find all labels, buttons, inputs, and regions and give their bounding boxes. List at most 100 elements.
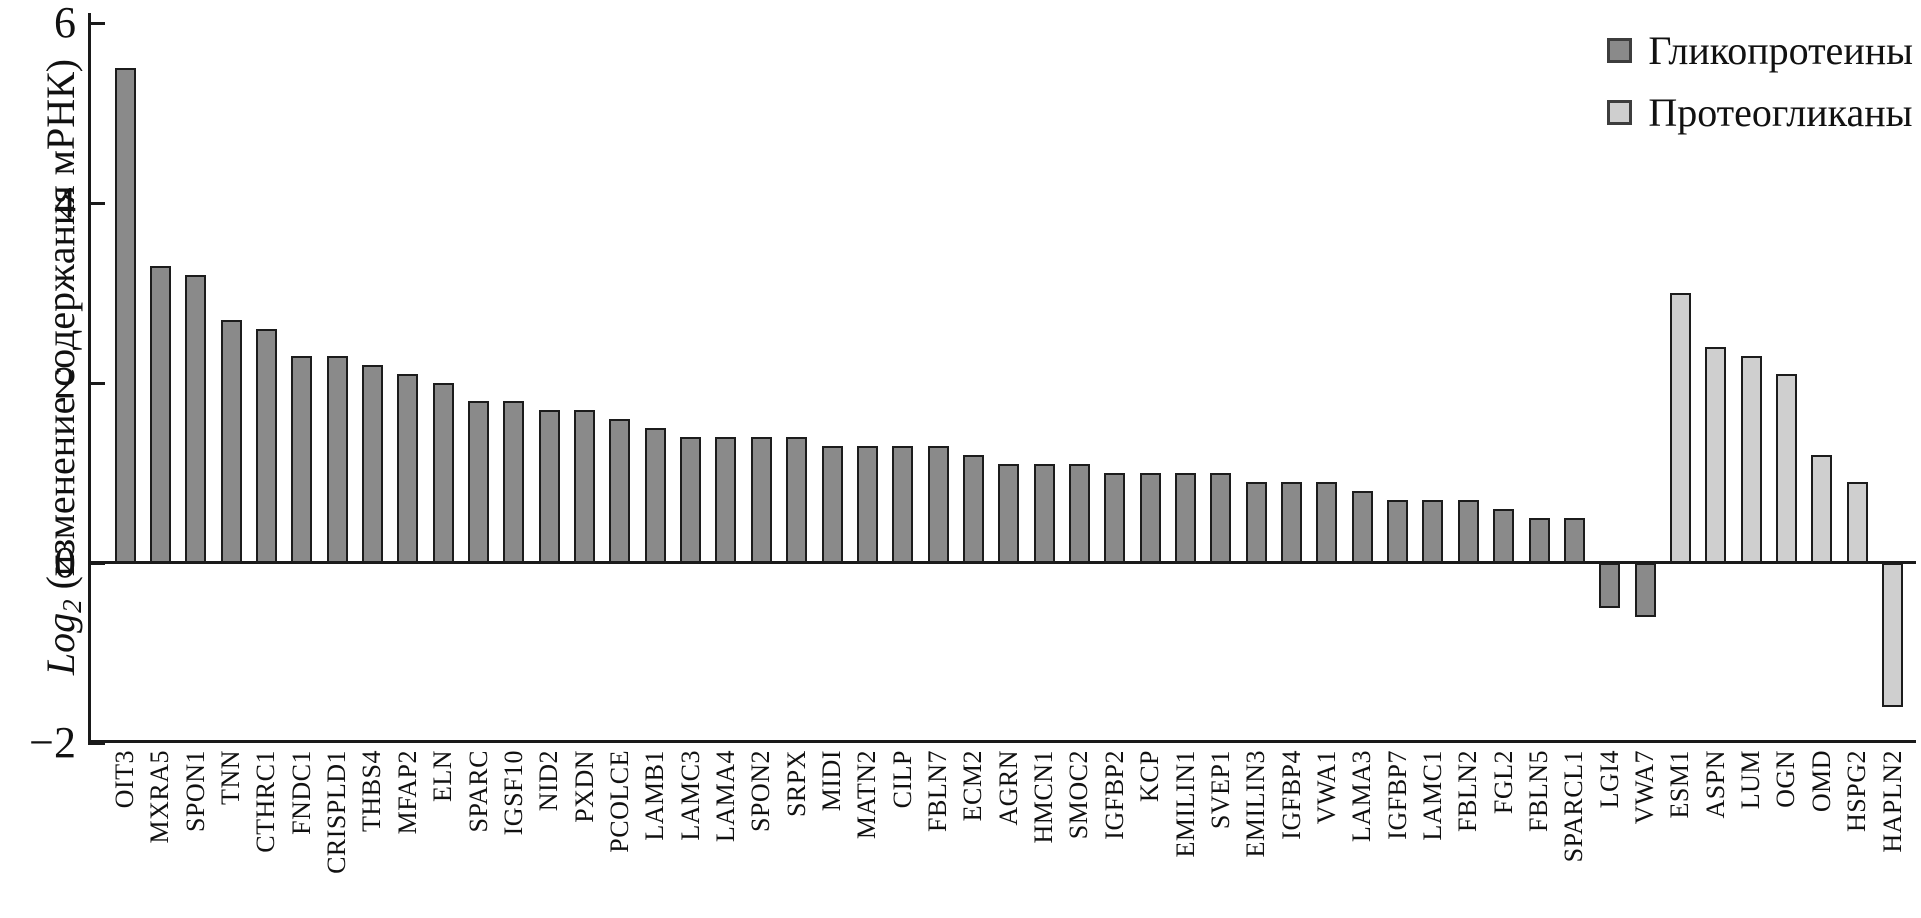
bar-SPON1 — [185, 275, 207, 563]
bar-KCP — [1139, 473, 1161, 563]
x-label-HAPLN2: HAPLN2 — [1877, 750, 1907, 853]
x-label-ESM1: ESM1 — [1665, 750, 1695, 819]
x-label-SPARCL1: SPARCL1 — [1559, 750, 1589, 863]
bar-AGRN — [998, 464, 1020, 563]
bar-LGI4 — [1599, 563, 1621, 608]
x-label-LAMA3: LAMA3 — [1347, 750, 1377, 843]
bar-LAMA4 — [715, 437, 737, 563]
bar-EMILIN3 — [1245, 482, 1267, 563]
x-label-LAMC1: LAMC1 — [1417, 750, 1447, 841]
x-label-IGFBP7: IGFBP7 — [1382, 750, 1412, 840]
bar-IGFBP7 — [1387, 500, 1409, 563]
bar-HSPG2 — [1846, 482, 1868, 563]
x-label-CILP: CILP — [887, 750, 917, 809]
y-tick-6 — [91, 22, 105, 25]
x-label-SVEP1: SVEP1 — [1205, 750, 1235, 830]
bar-EMILIN1 — [1175, 473, 1196, 563]
bar-LAMC1 — [1422, 500, 1444, 563]
x-label-EMILIN3: EMILIN3 — [1241, 750, 1271, 858]
bar-SPARCL1 — [1563, 518, 1585, 563]
y-tick-2 — [91, 382, 105, 385]
y-tick-label--2: −2 — [29, 718, 76, 767]
bar-TNN — [220, 320, 242, 563]
x-label-MFAP2: MFAP2 — [392, 750, 422, 835]
x-label-FNDC1: FNDC1 — [286, 750, 316, 835]
bar-LAMA3 — [1351, 491, 1373, 563]
y-axis-line — [88, 13, 91, 745]
bar-IGFBP2 — [1104, 473, 1126, 563]
x-axis-bottom-line — [88, 740, 1916, 743]
x-label-OMD: OMD — [1806, 750, 1836, 813]
y-tick-label-0: 0 — [54, 538, 76, 587]
x-label-ECM2: ECM2 — [958, 750, 988, 822]
x-label-FBLN5: FBLN5 — [1524, 750, 1553, 832]
bar-FGL2 — [1493, 509, 1515, 563]
y-tick--2 — [91, 742, 105, 745]
x-label-FGL2: FGL2 — [1488, 750, 1518, 815]
x-label-CRISPLD1: CRISPLD1 — [322, 750, 352, 874]
x-label-EMILIN1: EMILIN1 — [1170, 750, 1200, 858]
bar-FBLN7 — [927, 446, 949, 563]
bar-CTHRC1 — [255, 329, 277, 563]
bar-NID2 — [538, 410, 560, 563]
x-label-VWA7: VWA7 — [1630, 750, 1660, 825]
x-label-SRPX: SRPX — [781, 750, 811, 818]
x-label-THBS4: THBS4 — [357, 750, 387, 832]
x-label-NID2: NID2 — [534, 750, 564, 812]
legend-swatch-glyco — [1607, 37, 1633, 63]
x-label-IGFBP4: IGFBP4 — [1276, 750, 1306, 840]
x-label-LUM: LUM — [1736, 750, 1766, 810]
legend-swatch-proteo — [1607, 99, 1633, 125]
bar-SVEP1 — [1210, 473, 1232, 563]
bar-MATN2 — [856, 446, 878, 563]
y-tick-0 — [91, 562, 105, 565]
x-label-VWA1: VWA1 — [1311, 750, 1341, 825]
legend-item-proteo: Протеогликаны — [1607, 88, 1913, 136]
legend-label-glyco: Гликопротеины — [1648, 27, 1913, 73]
x-label-MIDI: MIDI — [817, 750, 846, 812]
bar-PCOLCE — [609, 419, 631, 563]
x-label-MXRA5: MXRA5 — [145, 750, 175, 844]
x-label-TNN: TNN — [216, 750, 246, 805]
bar-VWA1 — [1316, 482, 1338, 563]
bar-SPON2 — [750, 437, 772, 563]
x-label-IGFBP2: IGFBP2 — [1099, 750, 1129, 840]
x-label-IGSF10: IGSF10 — [498, 750, 528, 836]
bar-LAMC3 — [680, 437, 702, 563]
x-label-LAMA4: LAMA4 — [710, 750, 740, 843]
bar-ASPN — [1705, 347, 1727, 563]
x-label-AGRN: AGRN — [993, 750, 1023, 826]
bar-SPARC — [468, 401, 489, 563]
bar-ECM2 — [962, 455, 984, 563]
x-label-LAMB1: LAMB1 — [640, 750, 670, 841]
bar-ELN — [432, 383, 454, 563]
x-label-KCP: KCP — [1135, 750, 1165, 803]
bar-LAMB1 — [644, 428, 666, 563]
y-tick-label-4: 4 — [54, 178, 76, 227]
x-label-HMCN1: HMCN1 — [1029, 750, 1059, 844]
bar-VWA7 — [1634, 563, 1656, 617]
legend: Гликопротеины Протеогликаны — [1607, 26, 1913, 150]
bar-FNDC1 — [291, 356, 313, 563]
legend-label-proteo: Протеогликаны — [1648, 89, 1913, 135]
y-axis-title-rest: (изменение содержания мРНК) — [38, 58, 83, 600]
legend-item-glyco: Гликопротеины — [1607, 26, 1913, 74]
x-label-PXDN: PXDN — [569, 750, 599, 823]
bar-CRISPLD1 — [326, 356, 348, 563]
x-label-HSPG2: HSPG2 — [1842, 750, 1872, 832]
x-label-SMOC2: SMOC2 — [1064, 750, 1094, 840]
x-label-ELN: ELN — [428, 750, 458, 803]
bar-OMD — [1811, 455, 1833, 563]
x-label-MATN2: MATN2 — [852, 750, 882, 840]
bar-PXDN — [574, 410, 596, 563]
x-label-FBLN2: FBLN2 — [1453, 750, 1483, 832]
y-tick-4 — [91, 202, 105, 205]
y-axis-title-subscript: 2 — [57, 599, 87, 613]
x-label-CTHRC1: CTHRC1 — [251, 750, 281, 853]
bar-OIT3 — [114, 68, 136, 563]
bar-CILP — [892, 446, 914, 563]
bar-SRPX — [786, 437, 808, 563]
bar-THBS4 — [361, 365, 383, 563]
x-label-ASPN: ASPN — [1700, 750, 1730, 819]
